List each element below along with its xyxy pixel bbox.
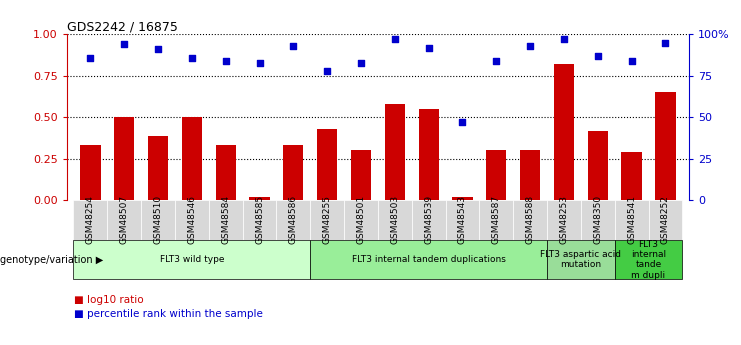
Point (524, 43, 536, 49)
Bar (216, 146, 236, 200)
Text: GSM48587: GSM48587 (492, 195, 501, 245)
Text: GSM48584: GSM48584 (221, 195, 230, 245)
Text: GSM48539: GSM48539 (424, 195, 433, 245)
Bar (520, 150, 540, 200)
Bar (385, 104, 405, 200)
Bar (283, 146, 304, 200)
Point (389, 37, 401, 42)
Point (659, 40, 671, 46)
Bar (182, 117, 202, 200)
Text: GSM48546: GSM48546 (187, 195, 196, 245)
Text: FLT3
internal
tande
m dupli: FLT3 internal tande m dupli (631, 239, 666, 280)
Point (152, 47, 164, 52)
Text: FLT3 wild type: FLT3 wild type (159, 255, 224, 264)
Text: GSM48543: GSM48543 (458, 195, 467, 245)
Bar (114, 117, 134, 200)
Text: GSM48252: GSM48252 (661, 196, 670, 244)
Point (592, 53, 604, 59)
Bar (250, 197, 270, 200)
Point (253, 60, 265, 66)
Text: GSM48510: GSM48510 (153, 195, 162, 245)
Point (186, 55, 198, 60)
Bar (350, 150, 371, 200)
Text: GSM48586: GSM48586 (289, 195, 298, 245)
Text: GSM48350: GSM48350 (594, 195, 602, 245)
Point (322, 68, 333, 74)
Text: GSM48541: GSM48541 (627, 195, 636, 245)
Point (288, 43, 299, 49)
Bar (655, 92, 676, 200)
Bar (148, 136, 168, 200)
Text: FLT3 internal tandem duplications: FLT3 internal tandem duplications (352, 255, 505, 264)
Bar (588, 130, 608, 200)
Point (84, 55, 96, 60)
Text: GSM48585: GSM48585 (255, 195, 264, 245)
Bar (80, 146, 101, 200)
Bar (486, 150, 506, 200)
Text: FLT3 aspartic acid
mutation: FLT3 aspartic acid mutation (540, 250, 622, 269)
Text: GSM48255: GSM48255 (322, 195, 332, 245)
Point (456, 119, 468, 125)
Point (491, 58, 502, 64)
Point (355, 60, 367, 66)
Point (220, 58, 232, 64)
Text: ■ percentile rank within the sample: ■ percentile rank within the sample (74, 309, 263, 319)
Text: GSM48503: GSM48503 (391, 195, 399, 245)
Text: GSM48501: GSM48501 (356, 195, 365, 245)
Text: GDS2242 / 16875: GDS2242 / 16875 (67, 20, 178, 33)
Text: GSM48254: GSM48254 (86, 196, 95, 244)
Text: genotype/variation ▶: genotype/variation ▶ (0, 255, 103, 265)
Point (119, 42, 130, 47)
Text: GSM48507: GSM48507 (120, 195, 129, 245)
Bar (622, 152, 642, 200)
Bar (317, 129, 337, 200)
Text: ■ log10 ratio: ■ log10 ratio (74, 295, 144, 305)
Bar (554, 64, 574, 200)
Bar (419, 109, 439, 200)
Point (558, 37, 570, 42)
Point (422, 45, 434, 50)
Bar (452, 197, 473, 200)
Text: GSM48588: GSM48588 (525, 195, 535, 245)
Point (625, 58, 637, 64)
Text: GSM48253: GSM48253 (559, 195, 568, 245)
